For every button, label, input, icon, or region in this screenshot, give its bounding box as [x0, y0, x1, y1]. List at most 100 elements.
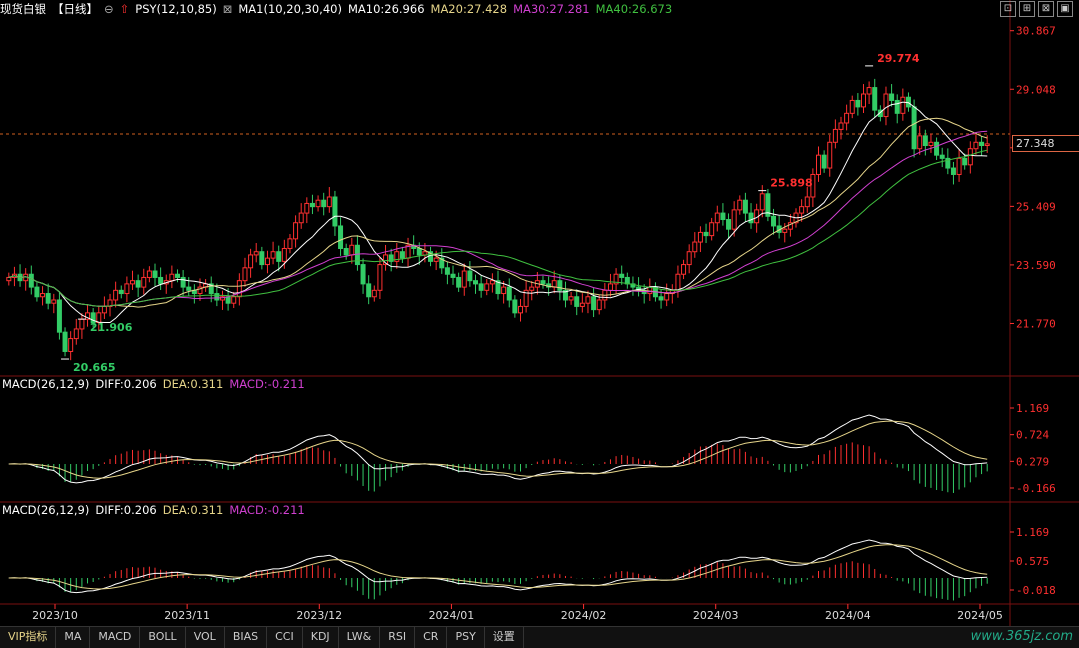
macd-dea: DEA:0.311 [162, 377, 224, 391]
candle-body [264, 257, 270, 266]
y-tick-label: 29.048 [1016, 83, 1056, 96]
candle-body [619, 273, 625, 278]
tab-macd[interactable]: MACD [90, 627, 141, 648]
candle-body [107, 299, 113, 307]
tab-lw[interactable]: LW& [339, 627, 381, 648]
macd-tick-label: 1.169 [1016, 402, 1049, 415]
x-tick-label: 2023/10 [32, 609, 78, 622]
x-tick-label: 2023/11 [164, 609, 210, 622]
candle-body [827, 141, 833, 169]
candle-body [877, 109, 883, 118]
candle-body [529, 286, 535, 291]
macd-diff: DIFF:0.206 [95, 503, 157, 517]
candle-body [113, 289, 119, 301]
tab-rsi[interactable]: RSI [380, 627, 416, 648]
tab-vol[interactable]: VOL [186, 627, 225, 648]
candle-body [56, 299, 62, 333]
candle-body [473, 280, 479, 285]
y-tick-label: 21.770 [1016, 317, 1056, 330]
candle-body [664, 293, 670, 301]
grid-icon[interactable]: ⊞ [1019, 1, 1035, 17]
candle-body [304, 202, 310, 214]
candle-body [821, 154, 827, 169]
candle-body [630, 283, 636, 288]
settings-icon[interactable]: ⊖ [104, 2, 114, 16]
candle-body [51, 299, 57, 304]
tab-bias[interactable]: BIAS [225, 627, 268, 648]
tab-ma[interactable]: MA [56, 627, 91, 648]
candle-body [726, 219, 732, 230]
candle-body [354, 244, 360, 266]
candle-body [349, 244, 355, 256]
candle-body [298, 212, 304, 224]
candle-body [371, 289, 377, 298]
candle-body [855, 99, 861, 108]
candle-body [394, 251, 400, 262]
tab-boll[interactable]: BOLL [140, 627, 186, 648]
candle-body [321, 199, 327, 208]
tab-cci[interactable]: CCI [267, 627, 303, 648]
candle-body [45, 293, 51, 304]
candle-body [962, 157, 968, 166]
candle-body [231, 296, 237, 304]
candle-body [934, 141, 940, 156]
candle-body [928, 141, 934, 147]
candle-body [697, 231, 703, 243]
candle-body [484, 283, 490, 291]
macd-name[interactable]: MACD(26,12,9) [2, 377, 90, 391]
candle-body [439, 257, 445, 269]
tab-psy[interactable]: PSY [447, 627, 485, 648]
window-buttons: ⊡ ⊞ ⊠ ▣ [1000, 1, 1073, 17]
candle-body [197, 286, 203, 295]
candle-body [388, 254, 394, 262]
candle-body [399, 251, 405, 259]
ma10-line [8, 101, 988, 323]
ma20-label: MA20:27.428 [430, 2, 508, 16]
header-row: 现货白银 【日线】 ⊖ ⇧ PSY(12,10,85) ⊠ MA1(10,20,30,40)… [0, 0, 1079, 18]
x-tick-label: 2024/05 [957, 609, 1003, 622]
tab-settings[interactable]: 设置 [485, 627, 524, 648]
candle-body [686, 251, 692, 266]
candle-body [523, 289, 529, 307]
dea-line [8, 420, 988, 479]
candle-body [90, 312, 96, 324]
psy-label[interactable]: PSY(12,10,85) [135, 2, 217, 16]
candle-body [248, 254, 254, 269]
candle-body [461, 270, 467, 288]
candle-body [366, 283, 372, 298]
tab-kdj[interactable]: KDJ [303, 627, 339, 648]
maximize-icon[interactable]: ▣ [1057, 1, 1073, 17]
candle-body [495, 280, 501, 295]
candle-body [945, 157, 951, 169]
macd-name[interactable]: MACD(26,12,9) [2, 503, 90, 517]
candle-body [967, 148, 973, 166]
candle-body [917, 135, 923, 150]
candle-body [703, 231, 709, 237]
candle-body [759, 193, 765, 211]
candle-body [169, 273, 175, 282]
candle-body [562, 289, 568, 301]
macd-tick-label: 0.279 [1016, 455, 1049, 468]
macd-dea: DEA:0.311 [162, 503, 224, 517]
candle-body [338, 225, 344, 249]
tab-cr[interactable]: CR [415, 627, 448, 648]
ma30-label: MA30:27.281 [513, 2, 590, 16]
candle-body [433, 257, 439, 262]
candle-body [6, 276, 12, 282]
close-icon[interactable]: ⊠ [1038, 1, 1054, 17]
candle-body [557, 280, 563, 291]
candle-body [360, 264, 366, 285]
candle-body [860, 93, 866, 108]
indicator-tab-bar: VIP指标 MA MACD BOLL VOL BIAS CCI KDJ LW& … [0, 626, 1079, 648]
restore-icon[interactable]: ⊡ [1000, 1, 1016, 17]
symbol-label[interactable]: 现货白银 [0, 2, 46, 16]
period-label[interactable]: 【日线】 [52, 2, 98, 16]
ma-settings-icon[interactable]: ⊠ [222, 2, 233, 16]
macd-tick-label: 0.575 [1016, 555, 1049, 568]
candle-body [849, 99, 855, 114]
candle-body [731, 209, 737, 230]
ma-label[interactable]: MA1(10,20,30,40) [238, 2, 342, 16]
candle-body [591, 296, 597, 311]
tab-vip[interactable]: VIP指标 [0, 627, 57, 648]
